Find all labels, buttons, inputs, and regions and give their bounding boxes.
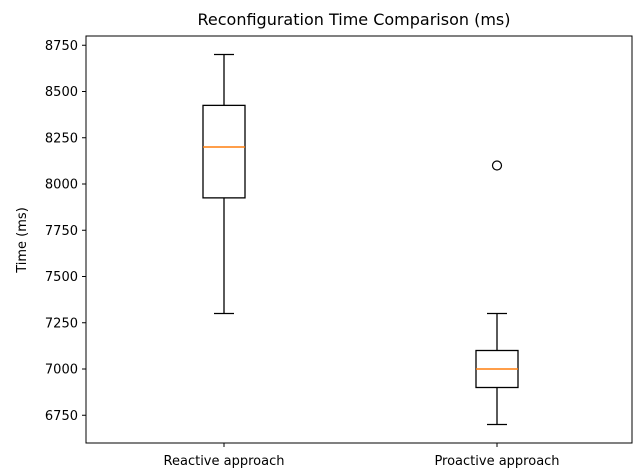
plot-frame bbox=[85, 35, 633, 444]
plot-area: 6750 7000 7250 7500 7750 8000 8250 8500 8750 Reac… bbox=[45, 35, 633, 469]
x-tick-label: Proactive approach bbox=[434, 454, 559, 469]
chart-title: Reconfiguration Time Comparison (ms) bbox=[198, 10, 511, 29]
outlier-point bbox=[491, 160, 503, 171]
x-tick-label: Reactive approach bbox=[164, 454, 285, 469]
y-axis-label: Time (ms) bbox=[15, 207, 30, 274]
y-tick-label: 8750 bbox=[45, 39, 78, 54]
y-tick-label: 8250 bbox=[45, 131, 78, 146]
y-tick-label: 8500 bbox=[45, 85, 78, 100]
y-tick-label: 7250 bbox=[45, 316, 78, 331]
y-tick-label: 7500 bbox=[45, 270, 78, 285]
y-tick-label: 8000 bbox=[45, 178, 78, 193]
y-tick-label: 7750 bbox=[45, 224, 78, 239]
y-tick-label: 7000 bbox=[45, 363, 78, 378]
box-reactive bbox=[202, 104, 246, 199]
y-tick-label: 6750 bbox=[45, 409, 78, 424]
